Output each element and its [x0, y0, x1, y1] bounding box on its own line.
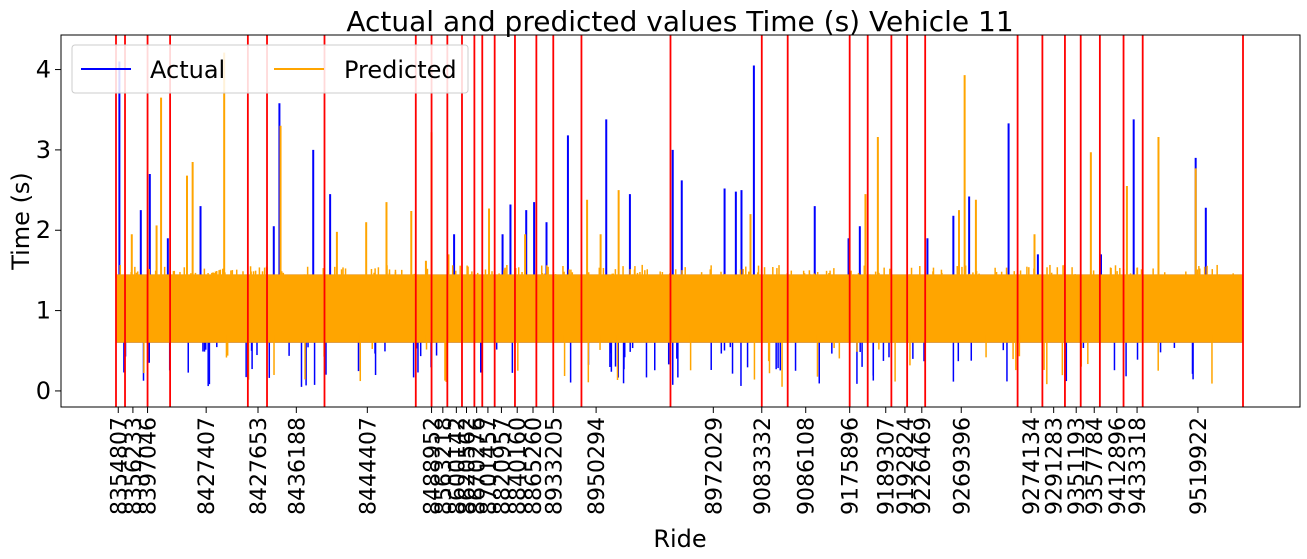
x-tick-label: 9269396	[950, 417, 975, 515]
legend-box	[71, 44, 469, 94]
x-tick-label: 8972029	[702, 417, 727, 515]
x-tick-label: 8865260	[522, 417, 547, 515]
predicted-series-band	[116, 274, 1243, 343]
x-tick-label: 8563218	[432, 417, 457, 515]
x-tick-label: 9192824	[894, 417, 919, 515]
x-tick-label: 9291283	[1043, 417, 1068, 515]
x-tick-label: 9083332	[751, 417, 776, 515]
legend-predicted-label: Predicted	[344, 56, 457, 84]
x-tick-label: 9519922	[1187, 417, 1212, 515]
y-tick-label: 1	[36, 297, 51, 325]
x-tick-label: 8397046	[137, 417, 162, 515]
x-tick-label: 8444407	[356, 417, 381, 515]
y-axis: 0 1 2 3 4	[36, 56, 61, 405]
x-tick-label: 9086108	[795, 417, 820, 515]
x-tick-label: 9175896	[839, 417, 864, 515]
y-tick-label: 4	[36, 56, 51, 84]
plot-area	[115, 35, 1244, 407]
x-tick-label: 9357784	[1083, 417, 1108, 515]
x-tick-label: 9412896	[1106, 417, 1131, 515]
x-tick-label: 8600142	[445, 417, 470, 515]
x-tick-label: 8670276	[466, 417, 491, 515]
x-tick-label: 8840160	[506, 417, 531, 515]
y-tick-label: 3	[36, 136, 51, 164]
legend: Actual Predicted	[71, 44, 469, 94]
x-tick-label: 9226469	[911, 417, 936, 515]
x-tick-label: 9189307	[875, 417, 900, 515]
x-tick-label: 8620562	[455, 417, 480, 515]
x-tick-label: 9274134	[1020, 417, 1045, 515]
x-tick-label: 8427407	[195, 417, 220, 515]
chart-title: Actual and predicted values Time (s) Veh…	[346, 5, 1013, 38]
x-tick-label: 8427653	[247, 417, 272, 515]
x-tick-label: 8933205	[542, 417, 567, 515]
x-tick-label: 8356233	[122, 417, 147, 515]
x-tick-label: 8354807	[107, 417, 132, 515]
axes-frame	[60, 34, 1301, 408]
x-tick-label: 8436188	[285, 417, 310, 515]
x-tick-label: 9351193	[1065, 417, 1090, 515]
y-tick-label: 2	[36, 216, 51, 244]
x-tick-label: 8488952	[421, 417, 446, 515]
y-tick-label: 0	[36, 377, 51, 405]
x-axis-label: Ride	[653, 525, 706, 553]
x-tick-label: 8950294	[585, 417, 610, 515]
x-tick-label: 8820957	[490, 417, 515, 515]
y-axis-label: Time (s)	[7, 172, 35, 271]
legend-actual-label: Actual	[150, 56, 225, 84]
x-tick-label: 9433318	[1126, 417, 1151, 515]
x-tick-label: 8701457	[477, 417, 502, 515]
